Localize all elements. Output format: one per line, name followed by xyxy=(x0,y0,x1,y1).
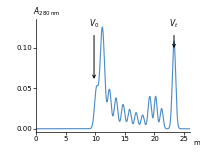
Text: $A_{280\ \mathrm{nm}}$: $A_{280\ \mathrm{nm}}$ xyxy=(33,6,61,18)
Text: $V_0$: $V_0$ xyxy=(89,17,99,78)
Text: $V_t$: $V_t$ xyxy=(169,17,179,47)
Text: min: min xyxy=(193,140,200,146)
